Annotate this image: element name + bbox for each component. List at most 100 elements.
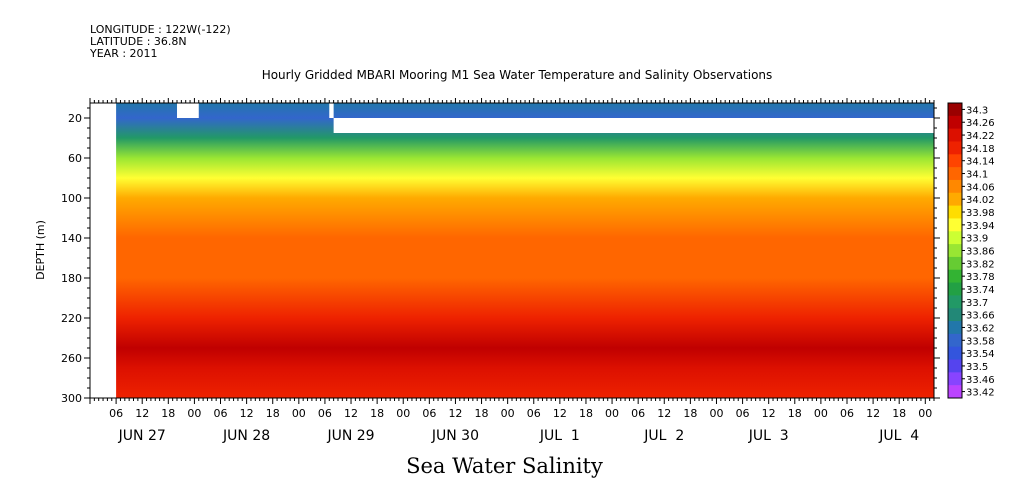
x-day-label: JUN 30 (431, 428, 479, 444)
colorbar-swatch (948, 115, 962, 130)
colorbar-label: 33.78 (966, 272, 995, 283)
colorbar-label: 34.1 (966, 170, 988, 181)
colorbar-label: 33.66 (966, 311, 995, 322)
colorbar-label: 33.94 (966, 221, 995, 232)
x-hour-label: 18 (579, 407, 593, 420)
x-hour-label: 06 (631, 407, 645, 420)
plot-area (90, 103, 934, 398)
year-label: YEAR : 2011 (90, 47, 158, 60)
colorbar-label: 33.54 (966, 349, 995, 360)
colorbar-swatch (948, 231, 962, 245)
x-hour-label: 00 (501, 407, 515, 420)
colorbar-swatch (948, 321, 962, 335)
x-hour-label: 00 (918, 407, 932, 420)
colorbar-swatch (948, 256, 962, 271)
colorbar-label: 33.82 (966, 259, 995, 270)
colorbar-swatch (948, 167, 962, 181)
x-day-label: JUL 1 (539, 428, 580, 444)
y-tick-label: 300 (61, 392, 82, 405)
x-day-label: JUN 27 (118, 428, 166, 444)
x-hour-label: 18 (892, 407, 906, 420)
colorbar-label: 34.3 (966, 105, 988, 116)
x-hour-label: 18 (475, 407, 489, 420)
x-hour-label: 12 (135, 407, 149, 420)
x-hour-label: 18 (161, 407, 175, 420)
colorbar-label: 33.86 (966, 247, 995, 258)
colorbar-swatch (948, 244, 962, 258)
x-hour-label: 06 (527, 407, 541, 420)
x-hour-label: 00 (187, 407, 201, 420)
y-axis-label: DEPTH (m) (34, 220, 47, 280)
colorbar-swatch (948, 103, 962, 117)
x-hour-label: 06 (318, 407, 332, 420)
x-hour-label: 18 (788, 407, 802, 420)
colorbar-label: 34.22 (966, 131, 995, 142)
x-hour-label: 06 (840, 407, 854, 420)
x-hour-label: 12 (762, 407, 776, 420)
colorbar-label: 34.18 (966, 144, 995, 155)
latitude-label: LATITUDE : 36.8N (90, 35, 187, 48)
x-day-label: JUL 2 (643, 428, 684, 444)
colorbar-swatch (948, 385, 962, 399)
colorbar-swatch (948, 346, 962, 361)
colorbar-swatch (948, 333, 962, 348)
y-tick-label: 180 (61, 272, 82, 285)
colorbar-swatch (948, 308, 962, 322)
colorbar-label: 34.02 (966, 195, 995, 206)
x-day-label: JUN 29 (326, 428, 374, 444)
x-day-label: JUL 4 (878, 428, 919, 444)
y-tick-label: 20 (68, 112, 82, 125)
y-tick-label: 100 (61, 192, 82, 205)
x-hour-label: 06 (214, 407, 228, 420)
colorbar-swatch (948, 218, 962, 232)
missing-data-region (333, 118, 934, 133)
x-hour-label: 00 (814, 407, 828, 420)
colorbar-label: 33.5 (966, 362, 988, 373)
y-tick-label: 260 (61, 352, 82, 365)
x-hour-label: 18 (370, 407, 384, 420)
x-hour-label: 00 (292, 407, 306, 420)
x-hour-label: 12 (240, 407, 254, 420)
colorbar-label: 33.74 (966, 285, 995, 296)
colorbar-swatch (948, 205, 962, 219)
missing-data-region (177, 103, 199, 118)
x-hour-label: 06 (736, 407, 750, 420)
x-hour-label: 18 (266, 407, 280, 420)
colorbar-swatch (948, 269, 962, 284)
x-hour-label: 06 (422, 407, 436, 420)
colorbar-label: 34.06 (966, 182, 995, 193)
colorbar-label: 33.9 (966, 234, 988, 245)
colorbar-swatch (948, 141, 962, 155)
salinity-field (90, 103, 934, 398)
colorbar: 34.3 34.26 34.22 34.18 34.14 34.134.06 34.02 33… (947, 102, 995, 399)
colorbar-label: 33.46 (966, 375, 995, 386)
colorbar-label: 33.62 (966, 323, 995, 334)
colorbar-swatch (948, 154, 962, 168)
colorbar-label: 33.7 (966, 298, 988, 309)
x-hour-label: 12 (866, 407, 880, 420)
colorbar-swatch (948, 372, 962, 386)
longitude-label: LONGITUDE : 122W(-122) (90, 23, 231, 36)
y-tick-label: 60 (68, 152, 82, 165)
x-hour-label: 18 (683, 407, 697, 420)
colorbar-label: 33.58 (966, 336, 995, 347)
x-day-label: JUN 28 (222, 428, 270, 444)
x-day-label: JUL 3 (748, 428, 789, 444)
x-hour-label: 00 (396, 407, 410, 420)
y-tick-label: 140 (61, 232, 82, 245)
y-tick-label: 220 (61, 312, 82, 325)
x-hour-label: 12 (657, 407, 671, 420)
x-hour-label: 12 (344, 407, 358, 420)
colorbar-swatch (948, 295, 962, 309)
colorbar-swatch (948, 359, 962, 373)
colorbar-label: 33.98 (966, 208, 995, 219)
colorbar-label: 34.26 (966, 118, 995, 129)
colorbar-swatch (948, 128, 962, 142)
x-hour-label: 06 (109, 407, 123, 420)
x-axis-title: Sea Water Salinity (406, 454, 603, 478)
x-hour-label: 12 (448, 407, 462, 420)
missing-data-region (329, 103, 334, 118)
x-hour-label: 12 (553, 407, 567, 420)
colorbar-swatch (948, 179, 962, 194)
